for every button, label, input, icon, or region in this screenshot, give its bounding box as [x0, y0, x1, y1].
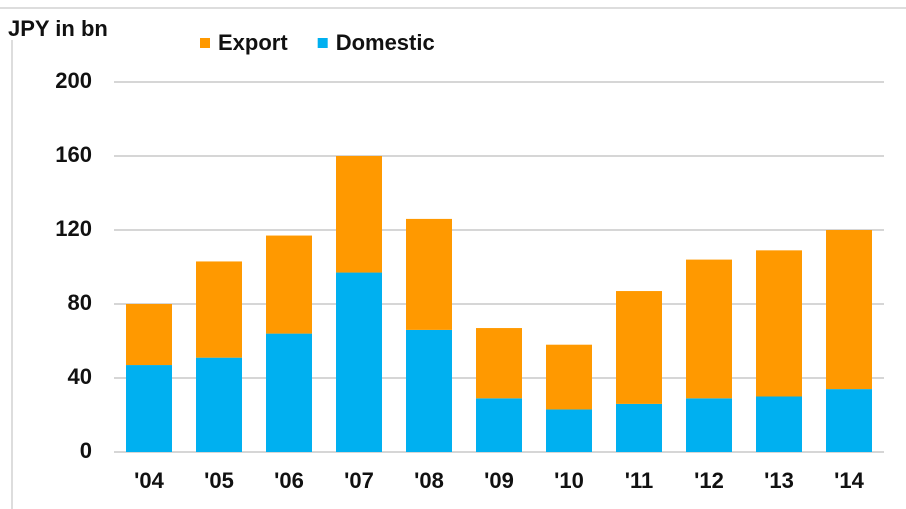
x-tick-label: '04 — [134, 468, 164, 493]
bar-segment — [126, 304, 172, 366]
bar-segment — [826, 230, 872, 390]
y-tick-label: 160 — [55, 142, 92, 167]
x-tick-label: '12 — [694, 468, 724, 493]
bar-segment — [126, 365, 172, 452]
x-tick-label: '10 — [554, 468, 584, 493]
x-tick-label: '09 — [484, 468, 514, 493]
bar-segment — [476, 398, 522, 452]
legend-swatch — [200, 38, 210, 48]
legend-swatch — [317, 38, 328, 48]
x-tick-label: '08 — [414, 468, 444, 493]
y-tick-label: 0 — [80, 438, 92, 463]
bar-segment — [406, 329, 452, 452]
x-tick-label: '14 — [834, 468, 864, 493]
bar-segment — [686, 398, 732, 452]
bar-segment — [196, 357, 242, 452]
y-tick-label: 200 — [55, 68, 92, 93]
x-tick-label: '13 — [764, 468, 794, 493]
bar-segment — [476, 328, 522, 399]
legend-label: Domestic — [336, 30, 435, 55]
bar-segment — [616, 403, 662, 452]
bar-segment — [196, 261, 242, 358]
bar-segment — [406, 218, 452, 330]
x-tick-label: '11 — [625, 468, 654, 493]
x-tick-label: '07 — [344, 468, 374, 493]
bar-segment — [686, 259, 732, 399]
bar-segment — [756, 396, 802, 452]
legend-label: Export — [218, 30, 288, 55]
y-tick-label: 40 — [68, 364, 92, 389]
x-tick-label: '05 — [204, 468, 234, 493]
x-tick-label: '06 — [274, 468, 304, 493]
bar-segment — [616, 291, 662, 404]
bar-segment — [546, 409, 592, 452]
bar-segment — [336, 156, 382, 273]
y-axis-label: JPY in bn — [8, 16, 108, 41]
bar-segment — [336, 272, 382, 452]
y-tick-label: 120 — [55, 216, 92, 241]
bar-segment — [266, 235, 312, 334]
bar-segment — [546, 344, 592, 410]
bar-segment — [756, 250, 802, 397]
bar-segment — [266, 333, 312, 452]
y-tick-label: 80 — [68, 290, 92, 315]
bar-segment — [826, 389, 872, 452]
